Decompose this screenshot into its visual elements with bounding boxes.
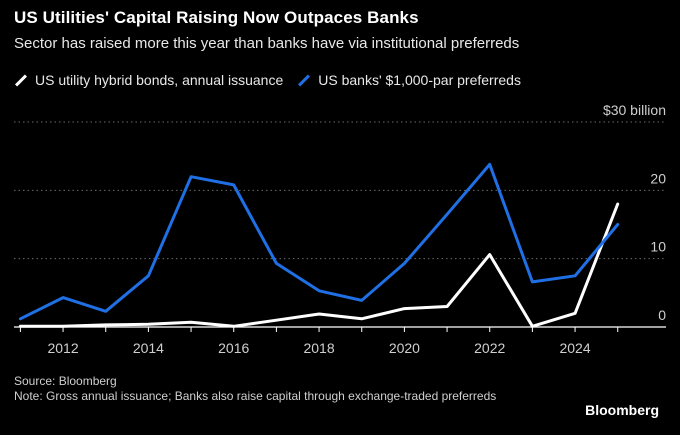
source-note: Source: Bloomberg (14, 374, 117, 388)
line-chart: 0 10 20 $30 billion 2012 2014 2016 2018 2020 2022… (14, 102, 666, 356)
bloomberg-logo: Bloomberg (585, 402, 659, 418)
x-tick-label-2014: 2014 (133, 340, 164, 356)
x-tick-label-2022: 2022 (474, 340, 505, 356)
legend: US utility hybrid bonds, annual issuance… (14, 72, 535, 88)
y-tick-label-20: 20 (650, 170, 666, 186)
legend-item-utility: US utility hybrid bonds, annual issuance (14, 72, 283, 88)
legend-item-banks: US banks' $1,000-par preferreds (297, 72, 521, 88)
x-tick-label-2018: 2018 (303, 340, 334, 356)
footnote: Note: Gross annual issuance; Banks also … (14, 389, 497, 403)
y-tick-label-0: 0 (658, 307, 666, 323)
chart-subtitle: Sector has raised more this year than ba… (14, 35, 520, 52)
y-tick-label-10: 10 (650, 239, 666, 255)
series-line-banks (18, 162, 620, 321)
chart-title: US Utilities' Capital Raising Now Outpac… (14, 8, 419, 27)
x-tick-label-2012: 2012 (47, 340, 78, 356)
x-tick-label-2016: 2016 (218, 340, 249, 356)
legend-label-utility: US utility hybrid bonds, annual issuance (35, 72, 284, 88)
y-tick-label-30: $30 billion (603, 102, 666, 118)
x-tick-label-2024: 2024 (559, 340, 590, 356)
series-line-utility (18, 202, 620, 328)
x-tick-label-2020: 2020 (389, 340, 420, 356)
chart-footer: Source: Bloomberg Note: Gross annual iss… (14, 374, 554, 404)
legend-label-banks: US banks' $1,000-par preferreds (318, 72, 521, 88)
